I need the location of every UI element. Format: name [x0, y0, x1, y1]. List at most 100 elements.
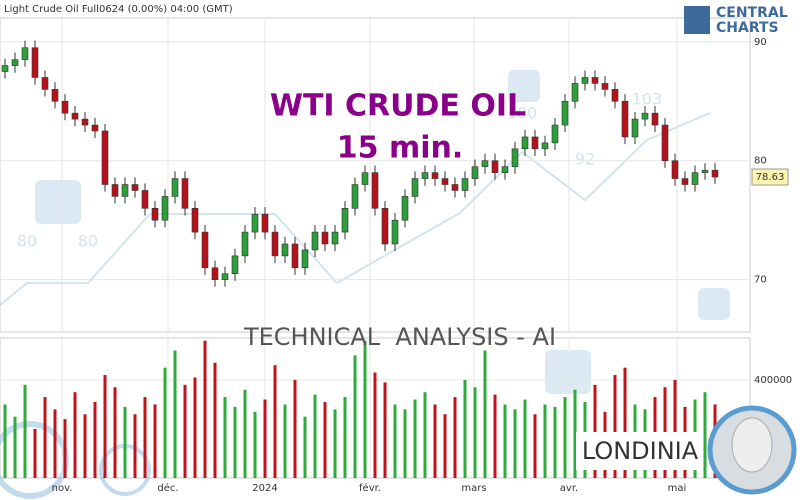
volume-bar — [403, 409, 407, 478]
volume-bar — [383, 382, 387, 478]
volume-bar — [93, 401, 97, 478]
volume-bar — [483, 350, 487, 478]
candle-body — [51, 89, 59, 102]
x-tick-label: févr. — [359, 482, 381, 494]
candle-body — [601, 83, 609, 90]
volume-bar — [183, 384, 187, 478]
candle-body — [251, 213, 259, 233]
volume-bar — [213, 362, 217, 478]
y-tick-label: 400000 — [754, 375, 792, 386]
x-tick-label: 2024 — [252, 483, 277, 494]
candle-body — [291, 243, 299, 269]
candle-body — [411, 178, 419, 197]
watermark-icon — [508, 70, 540, 102]
candle-body — [501, 166, 509, 173]
volume-bar — [513, 409, 517, 478]
volume-bar — [493, 394, 497, 478]
candle-body — [621, 100, 629, 138]
candle-body — [31, 47, 39, 78]
volume-bar — [53, 409, 57, 478]
candle-body — [141, 190, 149, 209]
volume-bar — [43, 397, 47, 478]
candle-body — [201, 231, 209, 269]
candle-body — [131, 184, 139, 191]
volume-bar — [553, 406, 557, 478]
volume-bar — [323, 401, 327, 478]
candle-body — [691, 172, 699, 185]
volume-bar — [33, 428, 37, 478]
candle-body — [261, 213, 269, 233]
candle-body — [311, 231, 319, 251]
candle-body — [371, 172, 379, 209]
candle-body — [611, 89, 619, 102]
candle-body — [71, 112, 79, 120]
candle-body — [211, 267, 219, 280]
volume-bar — [443, 414, 447, 478]
candle-body — [21, 47, 29, 60]
candle-body — [491, 160, 499, 173]
watermark-label: 92 — [575, 150, 595, 169]
watermark-line — [0, 112, 711, 306]
volume-bar — [203, 340, 207, 478]
logo-text: CHARTS — [716, 20, 779, 36]
y-tick-label: 90 — [754, 37, 767, 48]
watermark-label: 80 — [78, 232, 98, 251]
volume-bar — [233, 406, 237, 478]
volume-bar — [463, 379, 467, 478]
logo-mark — [684, 6, 710, 34]
candle-body — [191, 208, 199, 233]
candle-body — [101, 130, 109, 185]
candle-body — [341, 208, 349, 233]
candle-body — [331, 231, 339, 245]
candle-body — [121, 184, 129, 197]
watermark-icon — [698, 288, 730, 320]
candle-body — [631, 118, 639, 138]
y-tick-label: 70 — [754, 275, 767, 286]
volume-bar — [73, 392, 77, 478]
volume-bar — [433, 404, 437, 478]
candle-body — [521, 136, 529, 150]
volume-bar — [533, 414, 537, 478]
volume-bar — [523, 399, 527, 478]
candle-body — [41, 77, 49, 90]
candle-body — [681, 178, 689, 185]
volume-bar — [343, 397, 347, 478]
volume-bar — [23, 384, 27, 478]
volume-bar — [453, 397, 457, 478]
candle-body — [701, 169, 709, 173]
candle-body — [81, 118, 89, 126]
candle-body — [351, 184, 359, 209]
x-tick-label: mars — [461, 483, 486, 494]
candle-body — [281, 243, 289, 257]
candle-body — [441, 178, 449, 185]
candle-body — [591, 77, 599, 84]
candle-body — [381, 208, 389, 245]
volume-bar — [543, 404, 547, 478]
volume-bar — [153, 404, 157, 478]
volume-bar — [563, 397, 567, 478]
candle-body — [161, 196, 169, 221]
overlay-caption: TECHNICAL ANALYSIS - AI — [243, 323, 556, 351]
candle-body — [571, 83, 579, 102]
volume-bar — [593, 384, 597, 478]
logo-text: CENTRAL — [716, 5, 788, 21]
volume-bar — [703, 392, 707, 478]
candle-body — [271, 231, 279, 257]
x-tick-label: nov. — [52, 483, 73, 494]
volume-bar — [573, 389, 577, 478]
candle-body — [461, 178, 469, 191]
avatar-face — [731, 417, 773, 473]
candle-body — [431, 172, 439, 179]
price-tag — [751, 168, 789, 186]
volume-bar — [363, 340, 367, 478]
candle-body — [641, 112, 649, 120]
candle-body — [531, 136, 539, 150]
candle-body — [561, 100, 569, 126]
volume-bar — [113, 387, 117, 478]
brand: LONDINIA — [582, 437, 699, 465]
volume-bar — [273, 365, 277, 478]
candle-body — [471, 166, 479, 179]
overlay-subtitle: 15 min. — [337, 131, 464, 166]
candle-body — [111, 184, 119, 197]
candle-body — [711, 169, 719, 178]
